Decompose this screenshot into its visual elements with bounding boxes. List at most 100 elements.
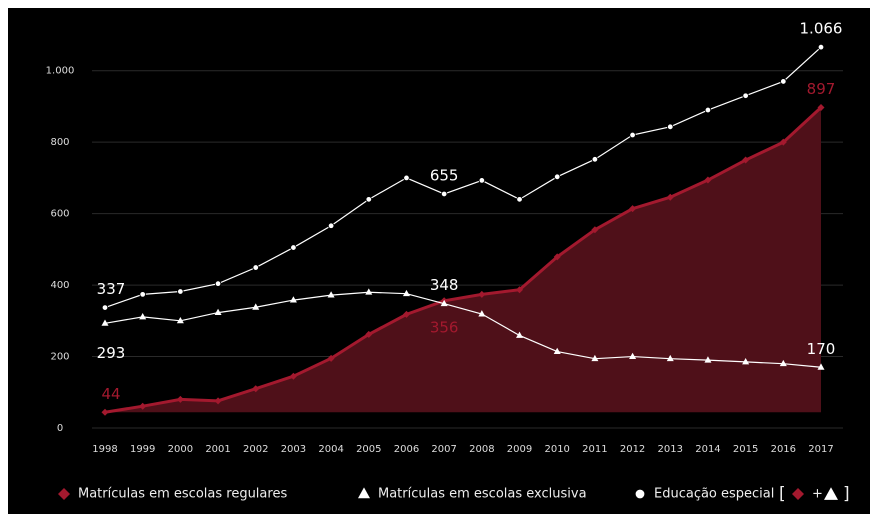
value-label: 356	[430, 318, 459, 336]
value-label: 655	[430, 166, 459, 184]
point	[742, 92, 749, 99]
legend-marker	[634, 488, 646, 500]
legend-bracket: ]	[843, 484, 850, 504]
x-tick-label: 2002	[243, 444, 268, 455]
x-tick-label: 2000	[168, 444, 193, 455]
legend-marker	[58, 488, 70, 500]
legend-marker	[358, 487, 370, 499]
point	[327, 222, 335, 229]
legend-bracket: [	[779, 484, 786, 504]
point	[554, 173, 561, 181]
point	[365, 330, 373, 338]
x-tick-label: 2005	[356, 444, 381, 455]
point	[440, 299, 448, 307]
point	[214, 397, 222, 405]
x-tick-label: 2016	[771, 444, 796, 455]
point	[177, 288, 184, 295]
point	[252, 385, 260, 393]
point	[402, 289, 410, 297]
point	[101, 319, 109, 326]
point	[817, 363, 825, 370]
point	[478, 290, 486, 298]
point	[629, 131, 636, 139]
point	[629, 352, 637, 359]
x-tick-label: 2008	[469, 444, 494, 455]
point	[214, 280, 222, 287]
point	[214, 308, 222, 316]
point	[440, 190, 448, 198]
point	[667, 123, 674, 131]
point	[704, 176, 712, 184]
point	[139, 313, 147, 320]
point	[139, 291, 146, 298]
value-label: 348	[430, 276, 459, 294]
x-tick-label: 2011	[582, 444, 607, 455]
x-tick-label: 1998	[92, 444, 117, 455]
value-label: 337	[97, 280, 126, 298]
point	[817, 43, 825, 51]
point	[289, 296, 297, 303]
point	[403, 174, 410, 182]
point	[553, 347, 561, 354]
y-tick-label: 600	[50, 209, 69, 220]
point	[666, 193, 674, 201]
value-label: 170	[807, 340, 836, 358]
point	[779, 138, 787, 146]
x-tick-label: 2006	[394, 444, 419, 455]
area	[105, 107, 821, 413]
point	[252, 303, 260, 310]
point	[402, 310, 410, 318]
point	[742, 156, 750, 164]
y-tick-label: 0	[57, 423, 63, 434]
line	[104, 106, 823, 414]
value-label: 897	[807, 80, 836, 98]
point	[591, 226, 599, 234]
line	[104, 46, 822, 309]
value-label: 1.066	[800, 20, 843, 38]
legend-marker	[824, 487, 838, 500]
point	[704, 106, 712, 114]
x-tick-label: 2007	[431, 444, 456, 455]
x-tick-label: 2010	[544, 444, 569, 455]
legend-marker	[792, 488, 804, 500]
x-tick-label: 2015	[733, 444, 758, 455]
point	[591, 156, 599, 163]
point	[176, 395, 184, 403]
y-tick-label: 1.000	[46, 66, 75, 77]
x-tick-label: 2003	[281, 444, 306, 455]
x-tick-label: 2013	[658, 444, 683, 455]
point	[516, 331, 524, 338]
point	[553, 253, 561, 261]
point	[365, 288, 373, 295]
point	[365, 196, 372, 203]
value-label: 293	[97, 344, 126, 362]
point	[666, 354, 674, 362]
point	[101, 304, 109, 311]
x-tick-label: 2001	[205, 444, 230, 455]
point	[176, 316, 184, 324]
point	[817, 104, 825, 112]
legend-label: Matrículas em escolas regulares	[78, 487, 287, 502]
legend-label: Matrículas em escolas exclusiva	[378, 487, 587, 502]
line	[104, 291, 822, 368]
point	[327, 291, 335, 298]
x-tick-label: 2009	[507, 444, 532, 455]
legend-label: Educação especial	[654, 487, 774, 502]
x-tick-label: 1999	[130, 444, 155, 455]
point	[327, 354, 335, 362]
x-tick-label: 2014	[695, 444, 720, 455]
point	[704, 356, 712, 363]
point	[516, 286, 524, 294]
point	[629, 205, 637, 213]
y-tick-label: 400	[50, 280, 69, 291]
point	[516, 196, 523, 203]
x-tick-label: 2017	[808, 444, 833, 455]
point	[139, 402, 147, 410]
point	[252, 264, 259, 271]
point	[289, 372, 297, 380]
point	[591, 354, 599, 362]
y-tick-label: 200	[50, 352, 69, 363]
x-tick-label: 2004	[318, 444, 343, 455]
x-tick-label: 2012	[620, 444, 645, 455]
